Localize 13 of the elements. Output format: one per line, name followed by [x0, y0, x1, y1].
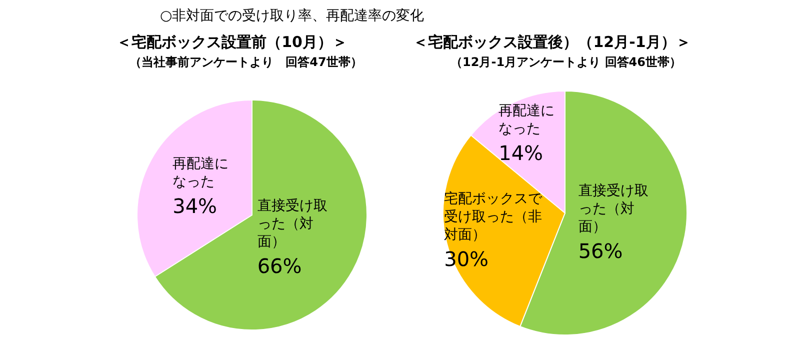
- data-label: 14%: [498, 140, 544, 166]
- text: ○非対面での受け取り率、再配達率の変化: [160, 8, 424, 24]
- data-label: 34%: [172, 193, 218, 220]
- slice-label: 直接受け取った（対面）: [257, 197, 328, 252]
- chart-subtitle: （当社事前アンケートより 回答47世帯）: [130, 55, 362, 69]
- data-label: 56%: [578, 238, 624, 264]
- chart-subtitle: （12月-1月アンケートより 回答46世帯）: [450, 55, 682, 69]
- chart-title: ＜宅配ボックス設置後）（12月-1月）＞: [413, 33, 691, 51]
- slice-label: 再配達になった: [172, 155, 230, 192]
- slice-label: 再配達になった: [498, 102, 556, 138]
- data-label: 66%: [257, 253, 303, 280]
- chart-title: ＜宅配ボックス設置前（10月）＞: [116, 33, 348, 51]
- slice-label: 直接受け取った（対面）: [578, 182, 650, 236]
